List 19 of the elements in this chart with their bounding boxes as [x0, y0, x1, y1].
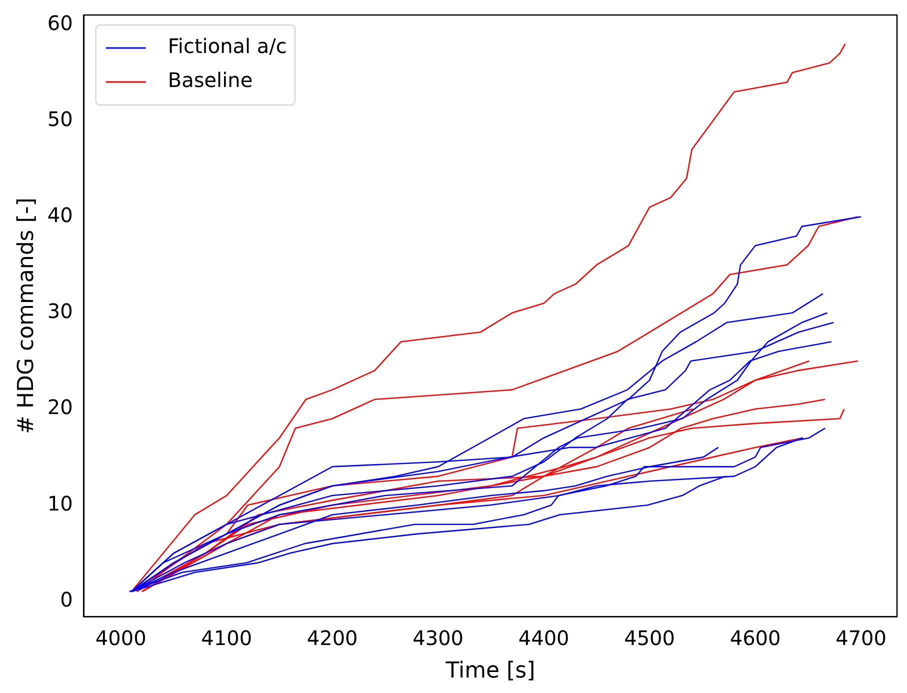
- x-axis-title: Time [s]: [444, 658, 536, 684]
- legend-label: Baseline: [168, 68, 253, 92]
- y-tick-label: 50: [47, 106, 73, 131]
- y-tick-label: 20: [47, 395, 73, 420]
- x-tick-label: 4700: [836, 626, 886, 650]
- y-tick-label: 10: [47, 491, 73, 516]
- y-tick-label: 40: [47, 203, 73, 228]
- x-tick-label: 4200: [306, 626, 358, 650]
- x-tick-label: 4600: [730, 626, 781, 650]
- y-tick-label: 30: [47, 299, 73, 324]
- x-tick-label: 4000: [95, 626, 146, 650]
- legend-label: Fictional a/c: [168, 34, 287, 58]
- y-tick-label: 0: [60, 587, 73, 612]
- y-tick-label: 60: [47, 10, 73, 35]
- x-tick-label: 4500: [624, 626, 676, 650]
- x-tick-label: 4300: [412, 626, 464, 650]
- y-axis-title: # HDG commands [-]: [14, 198, 39, 434]
- x-tick-label: 4400: [518, 626, 570, 650]
- x-tick-label: 4100: [201, 626, 252, 650]
